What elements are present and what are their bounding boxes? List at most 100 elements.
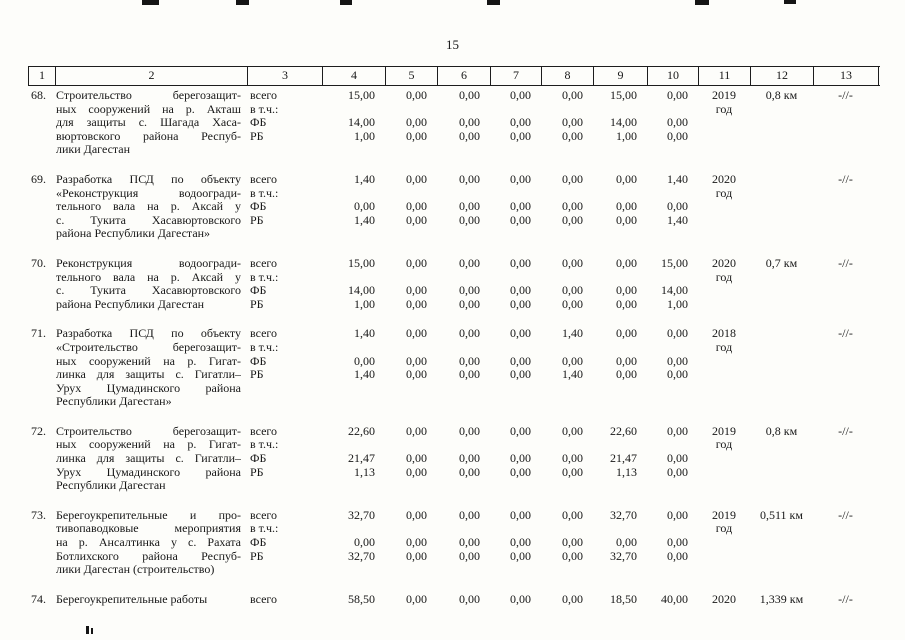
values-column: 58,50 [322, 593, 385, 607]
project-name-line: Разработка ПСД по объекту [56, 327, 241, 341]
value: 0,00 [667, 327, 688, 341]
value: 0,00 [406, 297, 427, 311]
value: 0,00 [406, 592, 427, 606]
value: 0,00 [510, 549, 531, 563]
value: 1,40 [354, 368, 375, 382]
value: 0,00 [459, 424, 480, 438]
value: 1,40 [562, 327, 583, 341]
length-value: 0,511 км [760, 508, 803, 522]
fin-label: РБ [250, 465, 264, 479]
fin-label: всего [250, 89, 278, 102]
project-name: Строительство берегозащит-ных сооружений… [55, 89, 247, 157]
values-column: 0,00 0,00 0,00 [541, 425, 593, 493]
row-number: 68. [28, 89, 55, 157]
scan-artifact [91, 628, 93, 634]
fin-label: РБ [250, 129, 264, 143]
values-column: 32,70 0,00 32,70 [593, 509, 647, 577]
values-column: 22,60 21,47 1,13 [322, 425, 385, 493]
project-name-line: «Строительство берегозащит- [56, 340, 241, 354]
value: 0,00 [459, 549, 480, 563]
value-spacer [322, 103, 385, 117]
year-line: год [715, 186, 733, 200]
value-spacer [322, 341, 385, 355]
values-column: 0,00 0,00 0,00 [437, 509, 490, 577]
value: 0,00 [510, 354, 531, 368]
project-name-line: линка для защиты с. Гигатли– [56, 452, 241, 466]
value: 0,00 [459, 368, 480, 382]
value: 1,40 [354, 327, 375, 341]
value: 0,00 [667, 424, 688, 438]
length-value: 0,8 км [765, 424, 798, 438]
fin-label: в т.ч.: [250, 522, 279, 536]
note-cell: -//- [813, 425, 878, 493]
value: 0,00 [562, 172, 583, 186]
row-number: 72. [28, 425, 55, 493]
values-column: 0,00 0,00 0,00 [541, 89, 593, 157]
fin-label: ФБ [250, 536, 267, 550]
value: 15,00 [348, 89, 375, 102]
values-column: 0,00 0,00 0,00 [490, 509, 541, 577]
value-spacer [593, 187, 647, 201]
value-spacer [593, 103, 647, 117]
value: 0,00 [667, 89, 688, 102]
header-cell: 13 [814, 67, 879, 85]
project-name-line: Реконструкция водоогради- [56, 256, 241, 270]
header-cell: 10 [648, 67, 699, 85]
year-line: 2020 [712, 172, 736, 186]
value: 0,00 [406, 465, 427, 479]
project-name-line: с. Тукита Хасавюртовского [56, 284, 241, 298]
value: 0,00 [459, 354, 480, 368]
value: 0,00 [616, 297, 637, 311]
scan-artifact [142, 0, 159, 5]
value: 0,00 [459, 116, 480, 130]
values-column: 1,40 0,00 1,40 [541, 327, 593, 409]
values-column: 22,60 21,47 1,13 [593, 425, 647, 493]
value-spacer [437, 341, 490, 355]
value: 0,00 [510, 327, 531, 341]
row-number: 73. [28, 509, 55, 577]
value-spacer [385, 103, 437, 117]
note-cell: -//- [813, 257, 878, 311]
value: 40,00 [661, 592, 688, 606]
value: 15,00 [348, 256, 375, 270]
values-column: 1,40 0,00 1,40 [322, 327, 385, 409]
scan-artifact [86, 626, 89, 634]
value-spacer [437, 522, 490, 536]
value-spacer [541, 103, 593, 117]
scan-artifact [236, 0, 249, 5]
value: 0,00 [406, 116, 427, 130]
values-column: 0,00 0,00 0,00 [647, 509, 698, 577]
value: 0,00 [667, 129, 688, 143]
row-number: 69. [28, 173, 55, 241]
year-cell: 2018 год [698, 327, 750, 409]
value-spacer [490, 187, 541, 201]
header-cell: 6 [438, 67, 491, 85]
header-cell: 1 [29, 67, 56, 85]
value: 0,00 [667, 536, 688, 550]
values-column: 0,00 0,00 0,00 [490, 257, 541, 311]
project-name: Разработка ПСД по объекту «Реконструкция … [55, 173, 247, 241]
row-number: 74. [28, 593, 55, 607]
values-column: 40,00 [647, 593, 698, 607]
value: 0,00 [667, 116, 688, 130]
project-name: Разработка ПСД по объекту «Строительство … [55, 327, 247, 409]
project-name-line: Урух Цумадинского района [56, 465, 241, 479]
value: 0,00 [562, 354, 583, 368]
values-column: 0,00 0,00 0,00 [385, 327, 437, 409]
values-column: 0,00 0,00 0,00 [490, 425, 541, 493]
value: 0,00 [459, 213, 480, 227]
value: 0,00 [562, 116, 583, 130]
project-name-line: ных сооружений на р. Акташ [56, 102, 241, 116]
value-spacer [593, 522, 647, 536]
values-column: 0,00 0,00 0,00 [385, 89, 437, 157]
fin-label: в т.ч.: [250, 438, 279, 452]
year-line: год [715, 102, 733, 116]
value: 0,00 [562, 592, 583, 606]
value-spacer [647, 522, 698, 536]
note-value: -//- [838, 172, 853, 186]
value: 0,00 [354, 536, 375, 550]
row-number-text: 69. [31, 172, 46, 186]
values-column: 1,40 0,00 1,40 [322, 173, 385, 241]
value: 0,00 [667, 452, 688, 466]
value: 0,00 [510, 200, 531, 214]
